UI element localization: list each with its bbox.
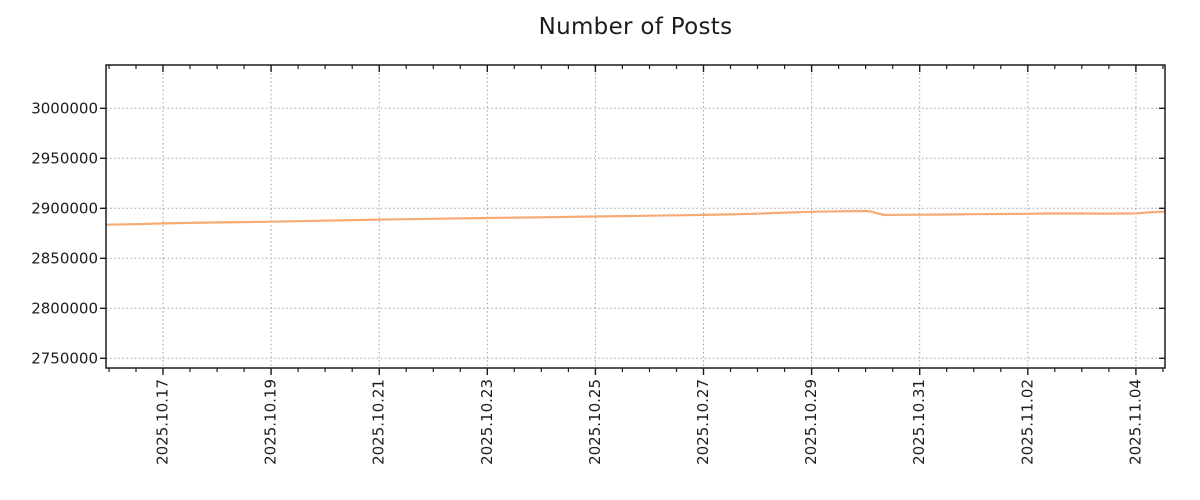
plot-frame xyxy=(105,64,1166,369)
x-tick-label: 2025.11.02 xyxy=(1018,379,1036,465)
x-tick-label: 2025.10.29 xyxy=(802,379,820,465)
x-tick-label: 2025.10.27 xyxy=(694,379,712,465)
x-tick-label: 2025.10.31 xyxy=(910,379,928,465)
x-tick-label: 2025.10.17 xyxy=(154,379,172,465)
chart-title: Number of Posts xyxy=(538,14,733,40)
x-tick-label: 2025.10.21 xyxy=(370,379,388,465)
y-tick-label: 2800000 xyxy=(31,299,98,317)
y-tick-label: 2750000 xyxy=(31,349,98,367)
x-tick-label: 2025.10.23 xyxy=(478,379,496,465)
y-tick-label: 2900000 xyxy=(31,199,98,217)
x-tick-label: 2025.11.04 xyxy=(1126,379,1144,465)
y-tick-label: 2850000 xyxy=(31,249,98,267)
x-tick-label: 2025.10.19 xyxy=(262,379,280,465)
x-tick-label: 2025.10.25 xyxy=(586,379,604,465)
y-tick-label: 3000000 xyxy=(31,99,98,117)
data-line xyxy=(105,209,1166,226)
y-tick-label: 2950000 xyxy=(31,149,98,167)
